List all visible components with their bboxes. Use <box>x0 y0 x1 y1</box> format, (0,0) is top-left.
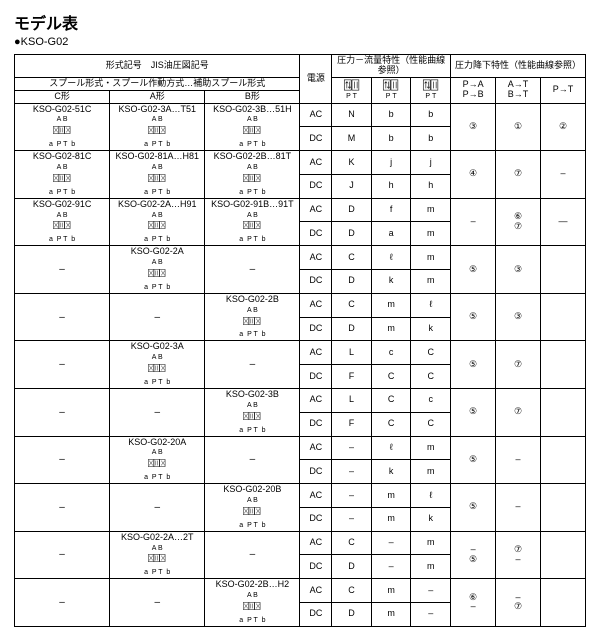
cell-b: KSO-G02-91B…91TA Ba P T b <box>205 198 300 246</box>
cell-a: – <box>110 293 205 341</box>
cell-c: – <box>15 246 110 294</box>
page-subtitle: ●KSO-G02 <box>14 36 586 48</box>
pwr-ac: AC <box>300 341 332 365</box>
pwr-dc: DC <box>300 555 332 579</box>
pwr-ac: AC <box>300 198 332 222</box>
pwr-dc: DC <box>300 365 332 389</box>
cell-b: KSO-G02-3BA Ba P T b <box>205 388 300 436</box>
cell-c: – <box>15 436 110 484</box>
pwr-ac: AC <box>300 484 332 508</box>
cell-a: KSO-G02-2A…H91A Ba P T b <box>110 198 205 246</box>
cell-c: – <box>15 293 110 341</box>
cell-b: KSO-G02-2B…H2A Ba P T b <box>205 579 300 627</box>
pwr-ac: AC <box>300 103 332 127</box>
cell-a: KSO-G02-3AA Ba P T b <box>110 341 205 389</box>
cell-c: – <box>15 531 110 579</box>
cell-c: KSO-G02-81CA Ba P T b <box>15 151 110 199</box>
cell-b: – <box>205 246 300 294</box>
cell-a: – <box>110 484 205 532</box>
pwr-dc: DC <box>300 222 332 246</box>
cell-c: KSO-G02-51CA Ba P T b <box>15 103 110 151</box>
pwr-dc: DC <box>300 602 332 626</box>
cell-b: KSO-G02-3B…51HA Ba P T b <box>205 103 300 151</box>
cell-b: – <box>205 341 300 389</box>
cell-a: – <box>110 388 205 436</box>
model-table: 形式記号 JIS油圧図記号電源圧力－流量特性（性能曲線参照）圧力降下特性（性能曲… <box>14 54 586 627</box>
cell-a: KSO-G02-81A…H81A Ba P T b <box>110 151 205 199</box>
pwr-ac: AC <box>300 388 332 412</box>
page-title: モデル表 <box>14 10 586 34</box>
pwr-dc: DC <box>300 317 332 341</box>
cell-b: – <box>205 436 300 484</box>
pwr-dc: DC <box>300 507 332 531</box>
pwr-ac: AC <box>300 151 332 175</box>
cell-b: – <box>205 531 300 579</box>
cell-c: – <box>15 579 110 627</box>
cell-c: – <box>15 484 110 532</box>
pwr-ac: AC <box>300 436 332 460</box>
cell-a: KSO-G02-20AA Ba P T b <box>110 436 205 484</box>
cell-b: KSO-G02-20BA Ba P T b <box>205 484 300 532</box>
pwr-dc: DC <box>300 270 332 294</box>
cell-a: KSO-G02-3A…T51A Ba P T b <box>110 103 205 151</box>
cell-c: – <box>15 388 110 436</box>
cell-b: KSO-G02-2B…81TA Ba P T b <box>205 151 300 199</box>
pwr-ac: AC <box>300 293 332 317</box>
cell-a: KSO-G02-2AA Ba P T b <box>110 246 205 294</box>
cell-a: KSO-G02-2A…2TA Ba P T b <box>110 531 205 579</box>
pwr-dc: DC <box>300 460 332 484</box>
pwr-dc: DC <box>300 127 332 151</box>
pwr-ac: AC <box>300 246 332 270</box>
cell-c: – <box>15 341 110 389</box>
cell-c: KSO-G02-91CA Ba P T b <box>15 198 110 246</box>
pwr-ac: AC <box>300 531 332 555</box>
pwr-dc: DC <box>300 174 332 198</box>
pwr-dc: DC <box>300 412 332 436</box>
pwr-ac: AC <box>300 579 332 603</box>
cell-b: KSO-G02-2BA Ba P T b <box>205 293 300 341</box>
cell-a: – <box>110 579 205 627</box>
